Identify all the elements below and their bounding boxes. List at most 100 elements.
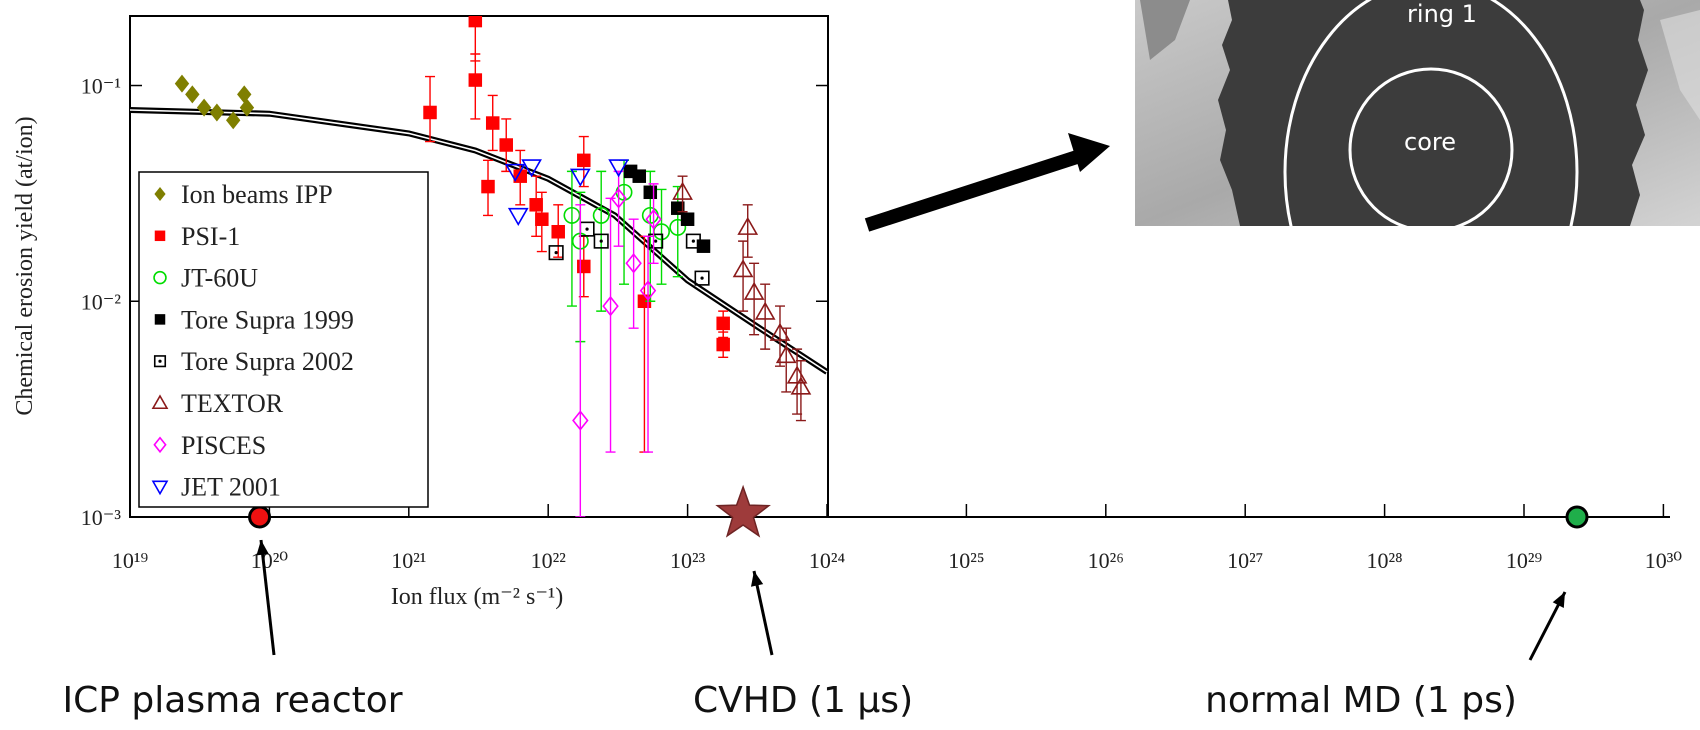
marker-outline bbox=[694, 270, 710, 286]
data-point bbox=[786, 365, 808, 384]
fit-curve bbox=[130, 109, 828, 373]
marker-outline bbox=[593, 233, 609, 249]
legend: Ion beams IPP PSI-1 JT-60U Tore Supra 1999 T… bbox=[151, 180, 354, 502]
data-point bbox=[572, 410, 589, 431]
data-point bbox=[237, 85, 252, 104]
data-point bbox=[504, 163, 526, 182]
data-point bbox=[529, 198, 543, 212]
legend-marker bbox=[151, 480, 169, 496]
marker-outline bbox=[648, 233, 664, 249]
error-bar bbox=[795, 360, 806, 422]
data-point bbox=[716, 337, 730, 352]
data-point bbox=[468, 16, 483, 28]
data-point bbox=[645, 208, 662, 230]
annotation-arrow bbox=[259, 539, 276, 656]
data-point bbox=[481, 179, 495, 194]
data-point bbox=[625, 252, 642, 274]
marker-dot bbox=[599, 239, 603, 243]
data-point bbox=[209, 103, 225, 122]
legend-marker bbox=[151, 394, 169, 410]
annotation-label: ICP plasma reactor bbox=[63, 680, 403, 721]
data-point bbox=[648, 233, 664, 249]
data-point bbox=[185, 85, 200, 104]
data-point bbox=[716, 316, 730, 331]
data-point bbox=[632, 169, 647, 183]
legend-label: TEXTOR bbox=[181, 389, 284, 418]
x-tick-label: 10²⁹ bbox=[1506, 548, 1543, 573]
legend-marker bbox=[154, 187, 166, 201]
x-tick-label: 10²⁴ bbox=[809, 548, 846, 573]
data-point bbox=[685, 233, 701, 249]
data-point bbox=[743, 281, 765, 300]
legend-marker bbox=[153, 436, 167, 454]
data-point bbox=[602, 295, 619, 317]
x-tick-label: 10²⁸ bbox=[1366, 548, 1402, 573]
legend-marker bbox=[154, 314, 166, 325]
x-tick-label: 10²⁵ bbox=[948, 548, 984, 573]
data-point bbox=[485, 116, 500, 130]
y-tick-label: 10⁻³ bbox=[81, 505, 122, 530]
data-point bbox=[577, 259, 591, 274]
data-point bbox=[521, 159, 542, 178]
data-point bbox=[499, 138, 513, 152]
x-tick-label: 10³⁰ bbox=[1645, 548, 1683, 573]
data-point bbox=[535, 212, 549, 226]
marker-dot bbox=[554, 251, 558, 255]
data-point bbox=[423, 105, 437, 120]
legend-marker bbox=[153, 270, 167, 285]
x-tick-label: 10²⁷ bbox=[1227, 548, 1263, 573]
error-bar bbox=[648, 183, 659, 264]
error-bar bbox=[760, 283, 771, 350]
marker-dot bbox=[700, 276, 704, 280]
legend-label: Tore Supra 1999 bbox=[181, 305, 354, 334]
data-point bbox=[569, 168, 591, 187]
marker-outline bbox=[548, 245, 564, 261]
error-bar bbox=[656, 188, 667, 285]
x-axis-title: Ion flux (m⁻² s⁻¹) bbox=[391, 584, 563, 610]
data-point bbox=[608, 159, 629, 178]
data-point bbox=[468, 73, 483, 87]
data-point bbox=[732, 259, 754, 278]
error-bar bbox=[742, 204, 753, 258]
legend-box bbox=[138, 171, 429, 508]
data-point bbox=[680, 212, 695, 226]
x-tick-label: 10²⁰ bbox=[251, 548, 289, 573]
data-point bbox=[610, 188, 627, 209]
x-tick-label: 10²² bbox=[531, 548, 567, 573]
error-bar bbox=[575, 204, 586, 517]
annotation-label: CVHD (1 μs) bbox=[693, 680, 913, 721]
marker-dot bbox=[158, 359, 162, 363]
data-point bbox=[551, 224, 565, 239]
inset-arrow bbox=[864, 133, 1110, 232]
inset-label: ring 1 bbox=[1407, 0, 1477, 28]
data-point bbox=[507, 207, 529, 227]
data-point bbox=[174, 74, 190, 93]
x-tick-label: 10²⁶ bbox=[1088, 548, 1124, 573]
marker-dot bbox=[691, 239, 695, 243]
legend-label: JT-60U bbox=[181, 264, 258, 293]
data-point bbox=[577, 153, 591, 168]
marker-dot bbox=[654, 239, 658, 243]
marker-outline bbox=[685, 233, 701, 249]
overlay: 10⁻³ 10⁻² 10⁻¹ 10¹⁹ 10²⁰ 10²¹ 10²² 10²³ 10²⁴ 10²⁵… bbox=[63, 74, 1683, 721]
annotation-arrowhead bbox=[750, 571, 764, 587]
data-point bbox=[639, 280, 657, 301]
error-bar bbox=[781, 327, 792, 393]
error-bar bbox=[628, 218, 639, 329]
data-point bbox=[513, 169, 527, 183]
legend-marker bbox=[153, 355, 167, 368]
data-point bbox=[643, 185, 658, 200]
data-point bbox=[769, 322, 791, 341]
plot-area bbox=[130, 16, 828, 517]
data-point bbox=[775, 344, 797, 364]
annotation-arrowhead bbox=[256, 540, 269, 556]
legend-label: PSI-1 bbox=[181, 222, 240, 251]
x-tick-label: 10²¹ bbox=[391, 548, 426, 573]
data-point bbox=[754, 301, 776, 320]
legend-label: JET 2001 bbox=[181, 473, 281, 502]
error-bar bbox=[643, 235, 654, 453]
axis-marker bbox=[715, 484, 771, 538]
data-point bbox=[592, 206, 610, 224]
axis-marker bbox=[248, 505, 272, 529]
